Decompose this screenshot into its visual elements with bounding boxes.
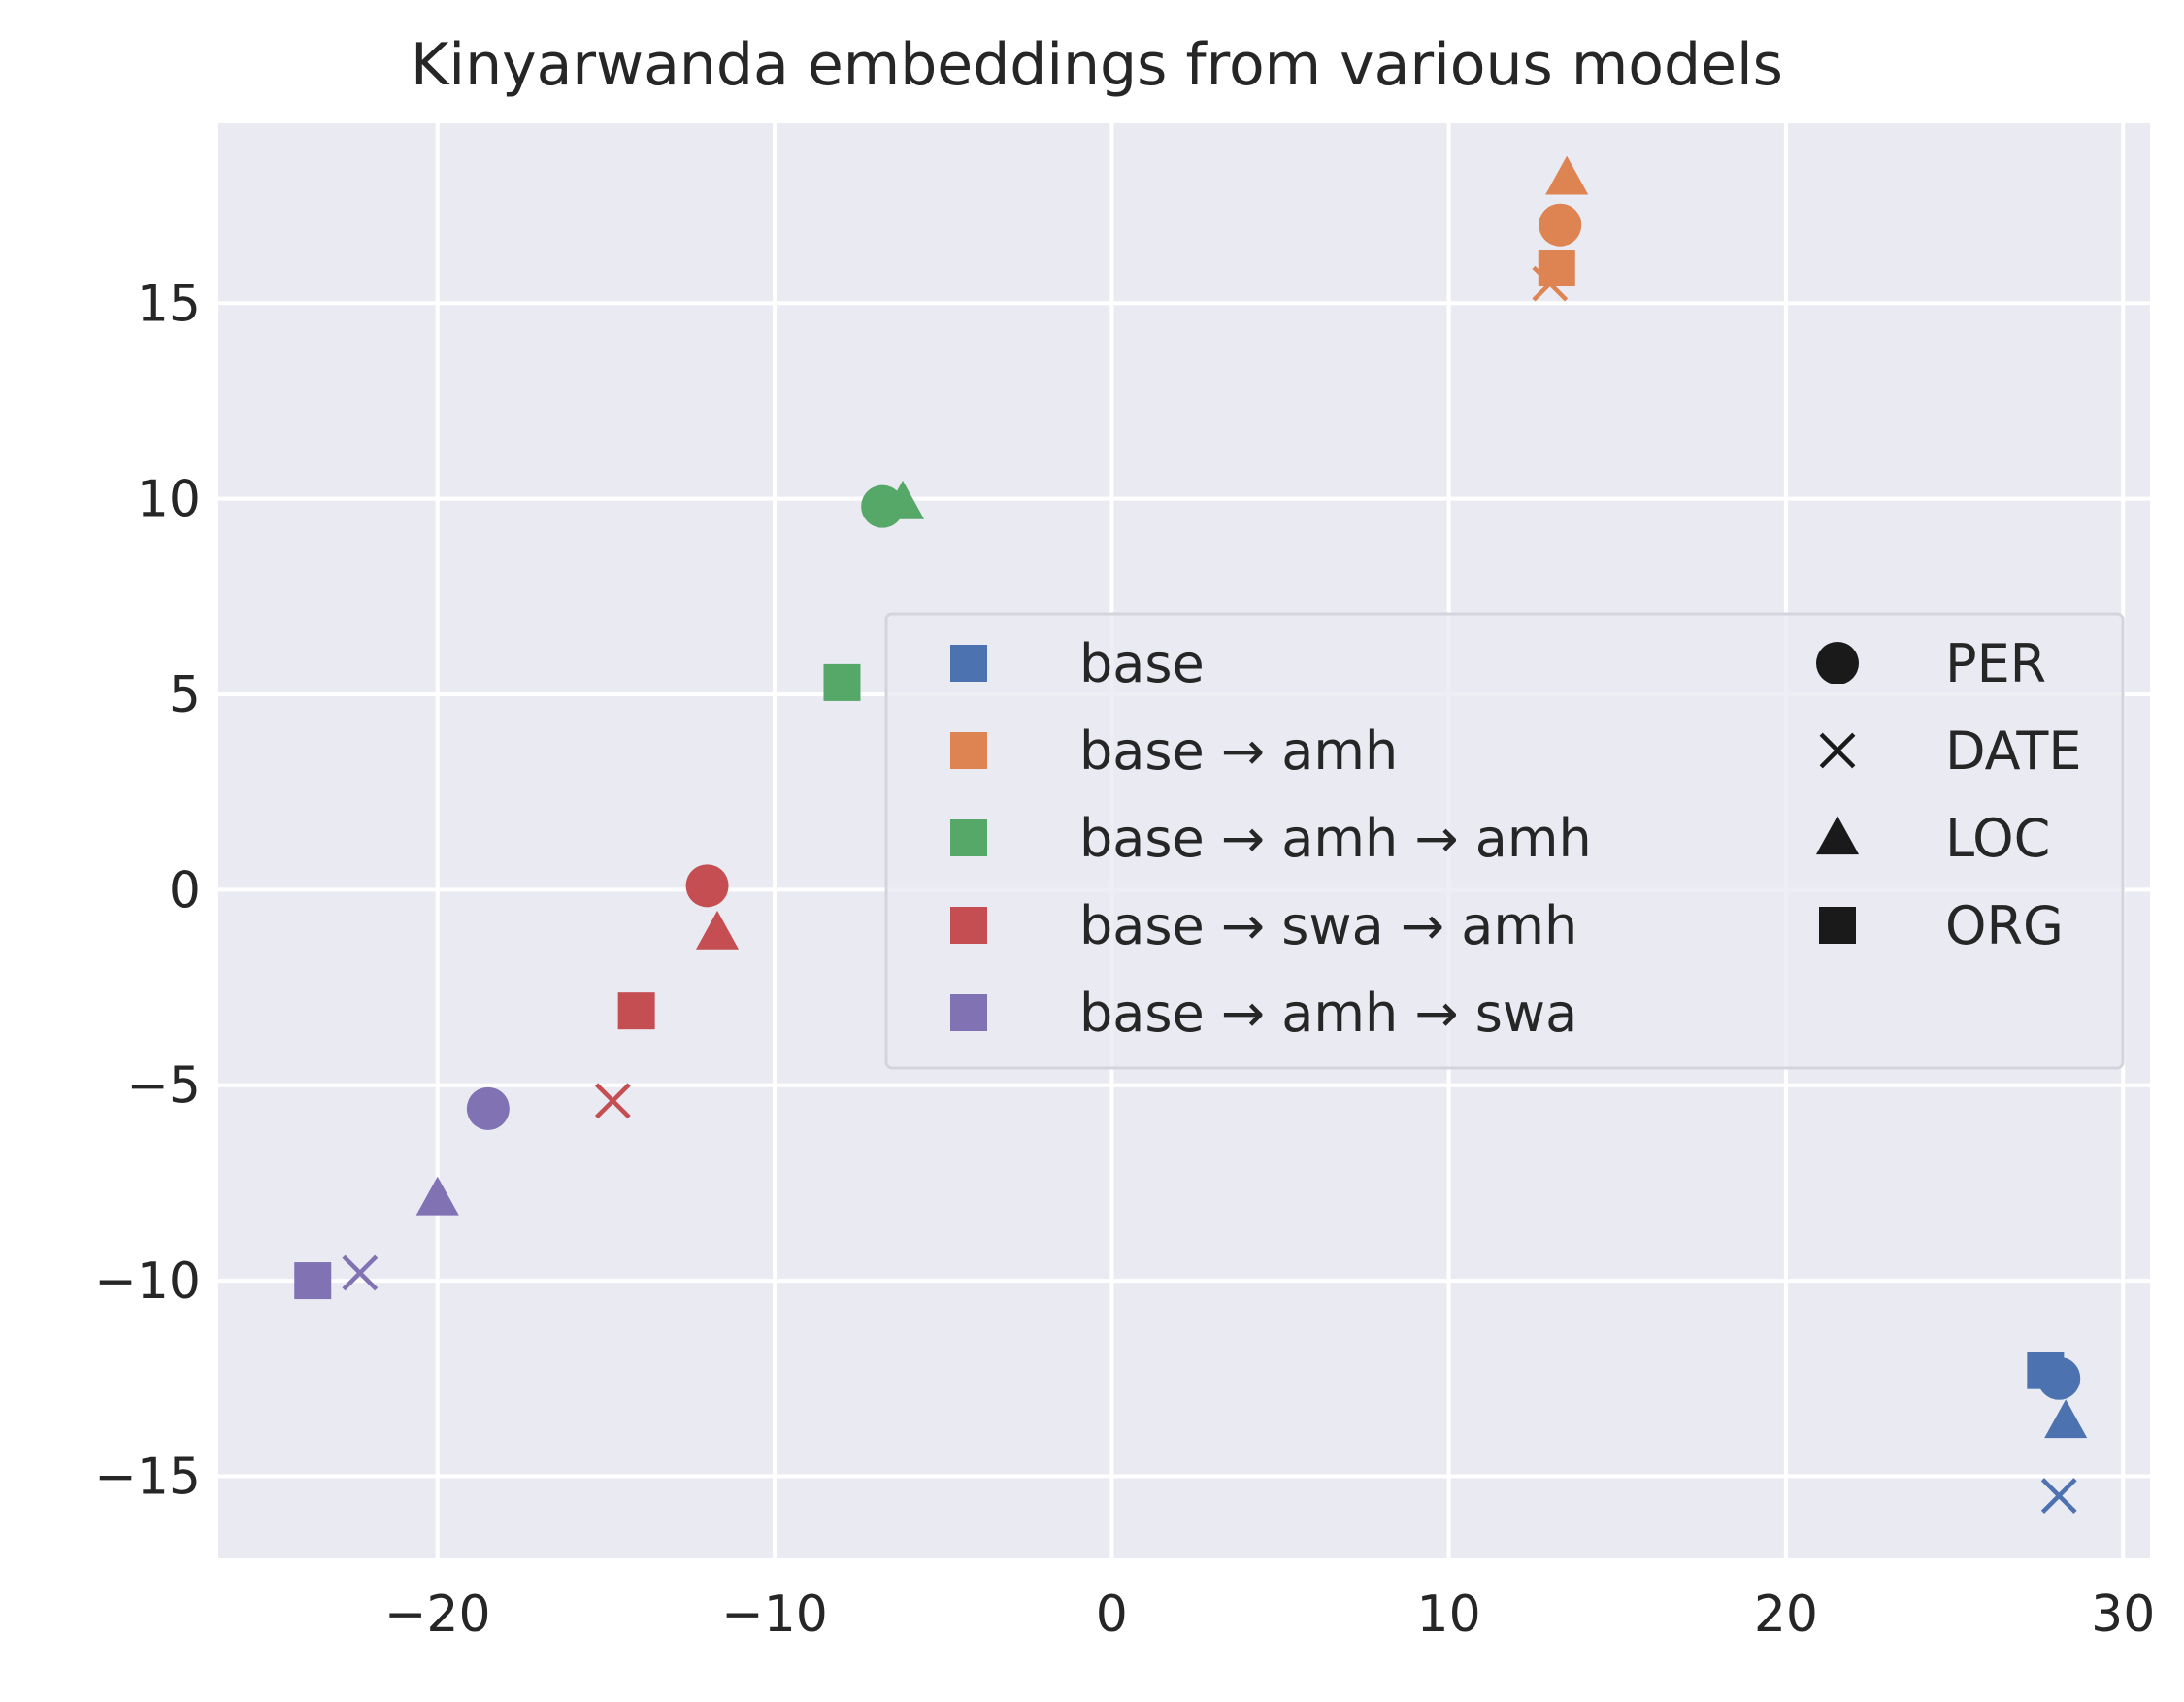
data-point-loc — [1545, 155, 1589, 195]
legend-swatch — [950, 907, 987, 944]
data-point-date — [594, 1083, 631, 1119]
data-point-loc — [415, 1176, 459, 1216]
legend-marker-circle-icon — [1816, 642, 1859, 684]
chart-title: Kinyarwanda embeddings from various mode… — [411, 31, 1783, 99]
data-point-org — [617, 992, 655, 1030]
y-tick-label: −15 — [94, 1448, 201, 1506]
legend-series-label: base — [1079, 633, 1205, 694]
tick-labels: −20 −10 0 10 20 30 −15 −10 −5 0 5 10 15 — [94, 275, 2155, 1644]
data-point-loc — [880, 480, 925, 519]
data-point-org — [294, 1262, 332, 1300]
y-tick-label: 0 — [169, 861, 201, 919]
y-tick-label: −5 — [126, 1057, 201, 1116]
legend-marker-label: ORG — [1945, 895, 2064, 956]
legend-frame — [884, 612, 2125, 1070]
data-point-date — [2040, 1478, 2077, 1514]
data-point-org — [823, 663, 861, 701]
data-point-org — [2027, 1352, 2065, 1389]
x-tick-label: −20 — [384, 1585, 491, 1644]
data-point-date — [342, 1254, 379, 1291]
data-point-per — [1539, 203, 1582, 247]
legend-swatch — [950, 645, 987, 682]
legend-swatch — [950, 732, 987, 769]
legend-marker-label: LOC — [1945, 808, 2050, 869]
y-tick-label: 15 — [137, 275, 201, 333]
data-point-org — [1538, 250, 1575, 287]
legend-marker-triangle-icon — [1815, 816, 1860, 855]
data-points — [294, 155, 2088, 1514]
legend-series-label: base → amh → swa — [1079, 983, 1577, 1044]
y-tick-label: 5 — [169, 666, 201, 724]
data-point-loc — [2044, 1399, 2088, 1439]
y-tick-label: 10 — [137, 471, 201, 529]
legend-series-label: base → amh — [1079, 720, 1398, 782]
legend-series-label: base → swa → amh — [1079, 895, 1577, 956]
legend-marker-square-icon — [1819, 907, 1856, 944]
legend-series-label: base → amh → amh — [1079, 808, 1592, 869]
x-tick-label: 0 — [1096, 1585, 1128, 1644]
data-point-per — [466, 1086, 510, 1130]
x-tick-label: 30 — [2091, 1585, 2155, 1644]
legend-marker-label: DATE — [1945, 720, 2081, 782]
legend-marker-x-icon — [1819, 732, 1856, 769]
y-tick-label: −10 — [94, 1252, 201, 1311]
legend: base base → amh base → amh → amh base → swa… — [884, 612, 2125, 1070]
x-tick-label: −10 — [721, 1585, 828, 1644]
x-tick-label: 20 — [1754, 1585, 1818, 1644]
data-point-per — [685, 864, 729, 908]
data-point-loc — [695, 910, 740, 950]
legend-marker-label: PER — [1945, 633, 2046, 694]
legend-swatch — [950, 994, 987, 1031]
x-tick-label: 10 — [1417, 1585, 1481, 1644]
legend-swatch — [950, 819, 987, 856]
